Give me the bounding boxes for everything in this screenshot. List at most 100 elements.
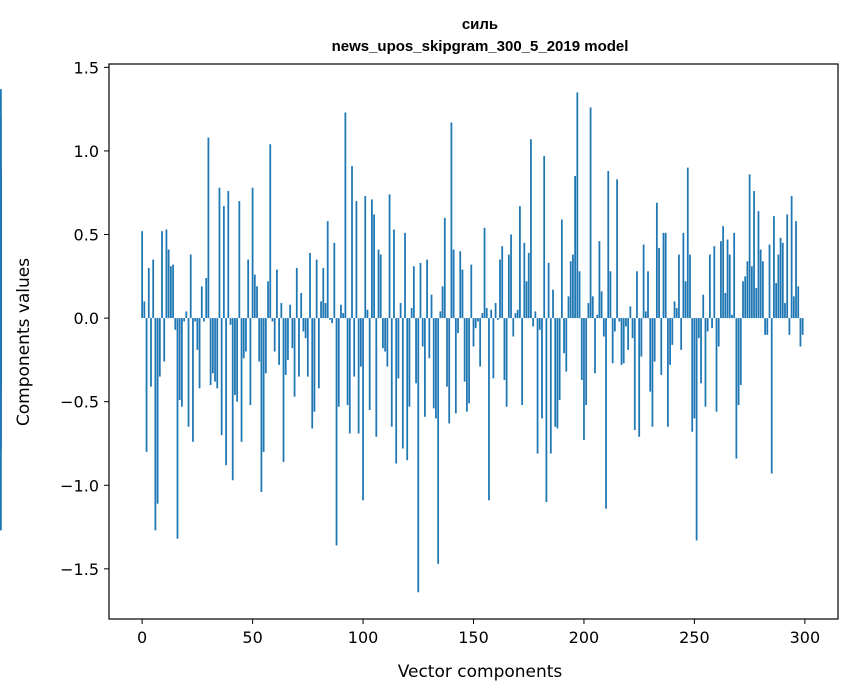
bar-145 bbox=[461, 269, 464, 319]
bar-178 bbox=[534, 311, 537, 319]
bar-102 bbox=[366, 309, 369, 319]
bar-154 bbox=[481, 313, 484, 319]
bar-197 bbox=[576, 92, 579, 319]
bar-295 bbox=[792, 296, 795, 319]
bar-138 bbox=[446, 318, 448, 387]
bar-275 bbox=[748, 174, 751, 319]
bar-88 bbox=[335, 318, 338, 546]
bar-45 bbox=[240, 318, 243, 442]
bar-188 bbox=[556, 318, 559, 429]
bar-undefined bbox=[0, 318, 2, 342]
bar-41 bbox=[231, 318, 234, 481]
bar-184 bbox=[547, 262, 550, 319]
bar-107 bbox=[377, 249, 380, 319]
bar-173 bbox=[523, 242, 526, 319]
bar-89 bbox=[337, 318, 340, 407]
bar-146 bbox=[463, 318, 466, 382]
bar-144 bbox=[459, 251, 462, 319]
bar-176 bbox=[530, 139, 532, 319]
bar-134 bbox=[437, 318, 440, 564]
bar-263 bbox=[722, 226, 725, 319]
bar-99 bbox=[359, 318, 362, 367]
bar-262 bbox=[720, 241, 722, 319]
bar-142 bbox=[454, 318, 457, 414]
bar-215 bbox=[616, 179, 618, 319]
bar-298 bbox=[799, 318, 802, 347]
bar-152 bbox=[477, 318, 479, 322]
x-tick-label: 50 bbox=[242, 628, 262, 647]
bar-153 bbox=[479, 318, 482, 367]
bar-50 bbox=[251, 187, 254, 319]
bar-64 bbox=[282, 318, 285, 462]
bar-0 bbox=[141, 231, 144, 319]
bar-148 bbox=[468, 318, 470, 404]
bar-69 bbox=[293, 318, 296, 397]
bar-126 bbox=[419, 262, 422, 319]
bar-165 bbox=[505, 318, 508, 407]
bar-35 bbox=[218, 187, 221, 319]
bar-87 bbox=[333, 242, 336, 319]
bar-243 bbox=[678, 254, 680, 319]
bar-239 bbox=[669, 318, 671, 365]
bar-75 bbox=[306, 318, 309, 377]
bar-217 bbox=[620, 318, 623, 365]
bar-201 bbox=[585, 318, 588, 406]
bar-30 bbox=[207, 137, 210, 319]
bar-235 bbox=[660, 318, 663, 375]
bar-202 bbox=[587, 303, 590, 319]
bar-258 bbox=[711, 318, 713, 329]
bar-245 bbox=[682, 232, 685, 319]
bar-265 bbox=[726, 239, 729, 319]
bar-212 bbox=[609, 271, 612, 319]
bar-141 bbox=[452, 249, 455, 319]
bar-21 bbox=[187, 318, 190, 427]
bar-27 bbox=[200, 286, 203, 319]
bar-203 bbox=[589, 107, 592, 319]
bar-194 bbox=[569, 261, 572, 319]
bar-264 bbox=[724, 293, 727, 319]
bar-248 bbox=[689, 254, 691, 319]
bar-209 bbox=[602, 318, 605, 337]
bar-161 bbox=[496, 318, 499, 320]
bar-175 bbox=[527, 252, 530, 319]
bar-277 bbox=[753, 191, 755, 319]
bar-289 bbox=[779, 237, 782, 319]
bar-55 bbox=[262, 318, 265, 452]
bar-94 bbox=[348, 318, 351, 434]
bar-151 bbox=[474, 318, 477, 329]
bar-110 bbox=[384, 318, 387, 352]
chart-title-line2: news_upos_skipgram_300_5_2019 model bbox=[332, 38, 629, 55]
x-tick-label: 250 bbox=[679, 628, 710, 647]
bar-19 bbox=[183, 318, 185, 322]
bar-220 bbox=[627, 318, 630, 350]
bar-20 bbox=[185, 311, 188, 319]
bar-3 bbox=[147, 267, 150, 319]
bar-133 bbox=[435, 318, 437, 419]
x-axis-ticks: 0 50 100 150 200 250 300 bbox=[137, 619, 820, 647]
bar-195 bbox=[572, 254, 574, 319]
bar-76 bbox=[309, 252, 311, 319]
bar-109 bbox=[382, 318, 384, 349]
bar-10 bbox=[163, 318, 166, 362]
bar-60 bbox=[273, 318, 276, 352]
bar-122 bbox=[410, 308, 413, 319]
bar-272 bbox=[742, 281, 744, 319]
bar-281 bbox=[762, 261, 764, 319]
bar-140 bbox=[450, 122, 453, 319]
bar-12 bbox=[167, 249, 170, 319]
bar-series bbox=[0, 89, 804, 593]
bar-293 bbox=[788, 318, 791, 335]
bar-78 bbox=[313, 318, 316, 412]
bar-198 bbox=[578, 271, 581, 319]
bar-150 bbox=[472, 318, 475, 347]
bar-230 bbox=[649, 318, 652, 392]
y-tick-label: 0.5 bbox=[74, 226, 99, 245]
bar-82 bbox=[322, 267, 325, 319]
bar-279 bbox=[757, 211, 760, 319]
bar-276 bbox=[750, 266, 753, 319]
bar-226 bbox=[640, 318, 643, 357]
bar-26 bbox=[198, 318, 201, 389]
bar-undefined bbox=[0, 318, 2, 387]
chart-title-line1: силь bbox=[462, 16, 498, 33]
bar-187 bbox=[554, 318, 557, 427]
